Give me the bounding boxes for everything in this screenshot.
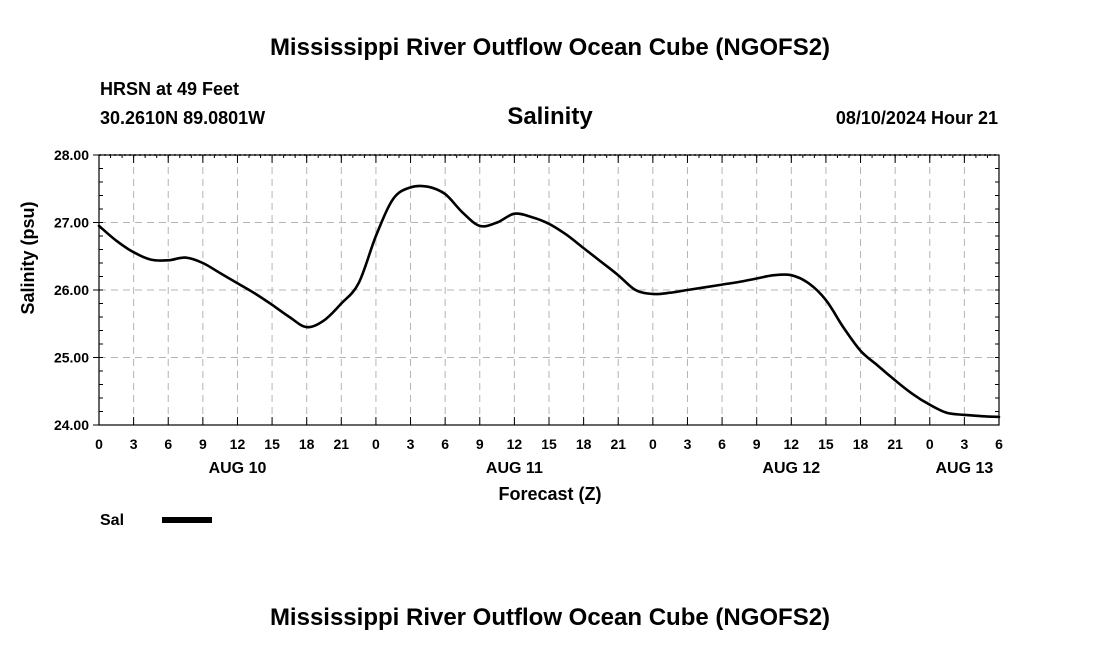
x-tick-label: 6 bbox=[718, 436, 726, 452]
x-tick-label: 15 bbox=[541, 436, 557, 452]
x-tick-label: 9 bbox=[753, 436, 761, 452]
y-tick-label: 28.00 bbox=[54, 147, 89, 163]
x-tick-label: 6 bbox=[441, 436, 449, 452]
legend-swatch-sal bbox=[162, 517, 212, 523]
x-axis-label: Forecast (Z) bbox=[498, 484, 601, 504]
x-tick-label: 0 bbox=[926, 436, 934, 452]
legend-label-sal: Sal bbox=[100, 512, 124, 529]
station-name: HRSN at 49 Feet bbox=[100, 79, 239, 99]
x-tick-label: 18 bbox=[576, 436, 592, 452]
y-tick-label: 24.00 bbox=[54, 417, 89, 433]
x-tick-label: 12 bbox=[230, 436, 246, 452]
x-tick-label: 9 bbox=[199, 436, 207, 452]
x-tick-label: 12 bbox=[784, 436, 800, 452]
x-tick-label: 3 bbox=[684, 436, 692, 452]
x-tick-label: 0 bbox=[649, 436, 657, 452]
y-tick-label: 27.00 bbox=[54, 215, 89, 231]
forecast-datetime: 08/10/2024 Hour 21 bbox=[836, 108, 998, 128]
x-tick-label: 3 bbox=[960, 436, 968, 452]
day-label: AUG 10 bbox=[209, 460, 267, 477]
x-tick-label: 0 bbox=[372, 436, 380, 452]
legend: Sal bbox=[100, 512, 212, 529]
x-tick-label: 21 bbox=[334, 436, 350, 452]
day-label: AUG 12 bbox=[762, 460, 820, 477]
variable-title: Salinity bbox=[507, 103, 593, 130]
x-tick-label: 6 bbox=[995, 436, 1003, 452]
y-tick-label: 25.00 bbox=[54, 350, 89, 366]
grid-lines bbox=[99, 155, 999, 425]
x-tick-label: 12 bbox=[507, 436, 523, 452]
x-tick-label: 0 bbox=[95, 436, 103, 452]
x-tick-label: 15 bbox=[818, 436, 834, 452]
y-tick-label: 26.00 bbox=[54, 282, 89, 298]
station-coords: 30.2610N 89.0801W bbox=[100, 108, 265, 128]
x-ticks: 0 3 6 9 12 15 18 21 0 3 6 9 12 15 18 21 0 3 6 9 12 15 18 21 0 3 6A… bbox=[95, 155, 1003, 477]
main-title: Mississippi River Outflow Ocean Cube (NG… bbox=[270, 34, 830, 61]
x-tick-label: 18 bbox=[299, 436, 315, 452]
salinity-series-line bbox=[97, 184, 1001, 419]
y-ticks: 24.00 25.00 26.00 27.00 28.00 bbox=[54, 147, 999, 433]
day-label: AUG 13 bbox=[935, 460, 993, 477]
x-tick-label: 18 bbox=[853, 436, 869, 452]
x-tick-label: 3 bbox=[407, 436, 415, 452]
x-tick-label: 6 bbox=[164, 436, 172, 452]
x-tick-label: 3 bbox=[130, 436, 138, 452]
x-tick-label: 15 bbox=[264, 436, 280, 452]
day-label: AUG 11 bbox=[486, 460, 543, 477]
footer-title: Mississippi River Outflow Ocean Cube (NG… bbox=[270, 604, 830, 631]
x-tick-label: 21 bbox=[610, 436, 626, 452]
x-tick-label: 9 bbox=[476, 436, 484, 452]
x-tick-label: 21 bbox=[887, 436, 903, 452]
y-axis-label: Salinity (psu) bbox=[18, 201, 38, 314]
